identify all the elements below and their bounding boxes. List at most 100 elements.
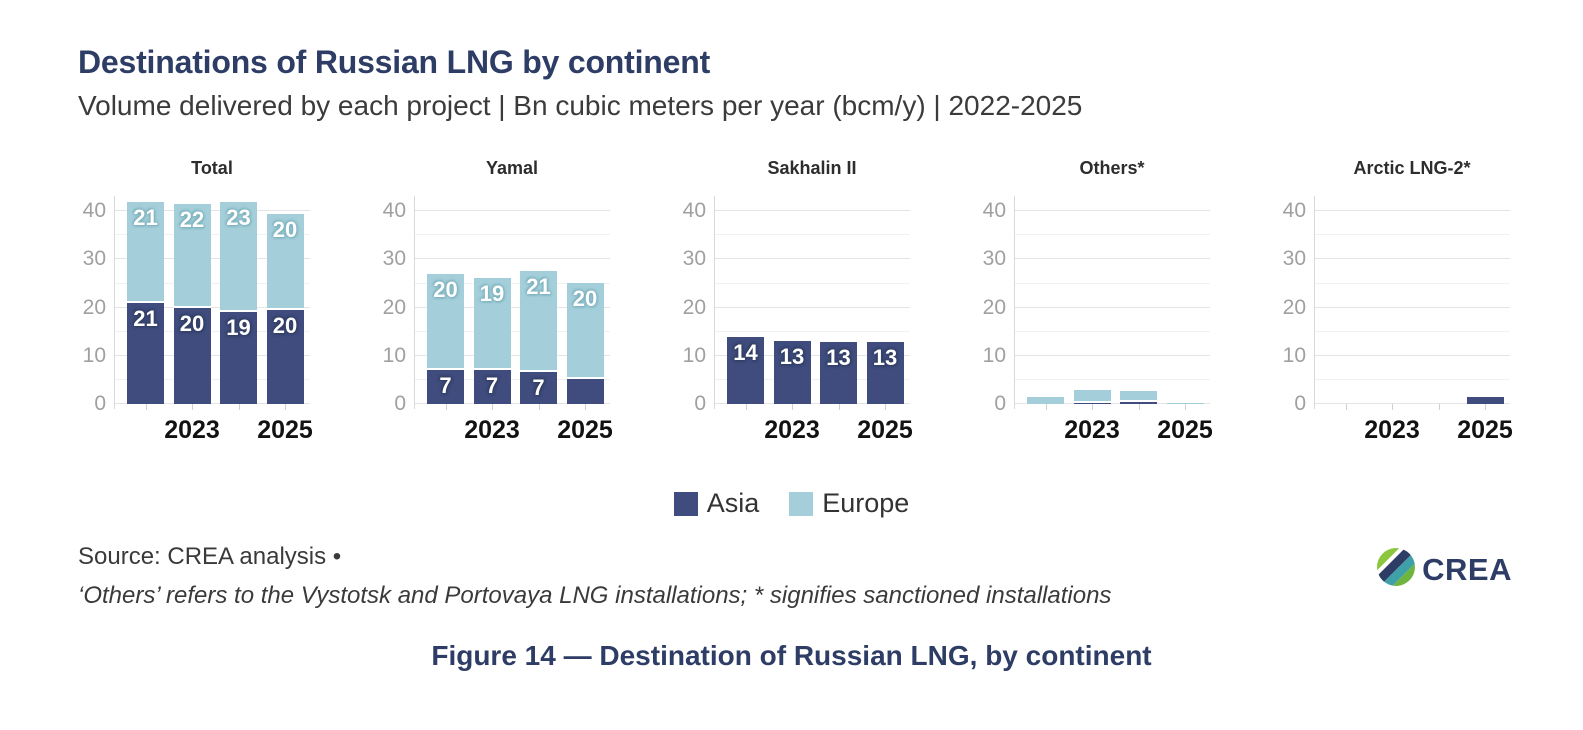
gridline <box>1314 282 1510 284</box>
gridline <box>414 258 610 260</box>
y-tick-label: 10 <box>682 343 706 367</box>
bar-segment-europe: 21 <box>127 201 164 303</box>
bar-value-label: 21 <box>526 274 551 300</box>
gridline <box>114 210 310 212</box>
bar-segment-asia <box>1073 402 1111 404</box>
y-tick-label: 0 <box>994 392 1006 415</box>
footnote-text: ‘Others’ refers to the Vystotsk and Port… <box>78 582 1112 609</box>
bar-value-label: 20 <box>179 310 205 336</box>
x-tick <box>1345 404 1347 410</box>
chart-panel-sakhalin-ii: Sakhalin II 0 10 20 30 40 14 13 2023 13 13 2025 <box>670 158 970 444</box>
bar-segment-asia: 20 <box>266 310 304 404</box>
gridline <box>114 378 310 380</box>
gridline <box>714 330 910 332</box>
gridline <box>1314 354 1510 356</box>
x-tick <box>1185 404 1186 410</box>
x-tick <box>1438 404 1440 410</box>
x-axis-label: 2025 <box>857 416 913 444</box>
gridline <box>1014 306 1210 308</box>
x-tick <box>885 404 886 410</box>
source-text: Source: CREA analysis • <box>78 543 342 570</box>
y-tick-label: 20 <box>382 295 406 319</box>
gridline <box>1314 234 1510 236</box>
bar-segment-asia: 21 <box>127 302 164 404</box>
plot-area: 0 10 20 30 40 21 21 20 22 2023 19 23 20 20 2025 <box>83 192 313 444</box>
gridline <box>414 354 610 356</box>
x-axis-label: 2023 <box>764 416 820 444</box>
bar-segment-europe: 20 <box>427 273 464 371</box>
bar-segment-asia: 13 <box>773 341 811 404</box>
gridline <box>114 354 310 356</box>
y-tick-label: 40 <box>82 199 106 223</box>
x-axis-label: 2025 <box>1457 416 1513 444</box>
bar-segment-europe <box>1073 390 1111 403</box>
page-title: Destinations of Russian LNG by continent <box>78 44 711 80</box>
y-tick-label: 30 <box>982 247 1006 271</box>
bar-value-label: 20 <box>272 313 298 339</box>
x-tick <box>285 404 286 410</box>
bar-value-label: 20 <box>272 216 298 242</box>
panel-title: Sakhalin II <box>767 158 857 178</box>
x-axis-label: 2023 <box>164 416 220 444</box>
panel-title: Yamal <box>485 158 539 178</box>
x-axis-label: 2025 <box>1157 416 1213 444</box>
gridline <box>414 234 610 236</box>
bar-value-label: 19 <box>226 315 251 341</box>
legend-label-asia: Asia <box>706 488 760 518</box>
crea-logo-wordmark: CREA <box>1422 551 1512 587</box>
bar-segment-europe: 20 <box>566 282 604 379</box>
gridline <box>114 282 310 284</box>
plot-area: 0 10 20 30 40 14 13 2023 13 13 2025 <box>683 192 913 444</box>
y-tick-label: 0 <box>694 392 706 415</box>
bar-segment-asia: 7 <box>520 372 557 404</box>
gridline <box>1314 258 1510 260</box>
legend-item-europe: Europe <box>789 488 909 519</box>
gridline <box>114 330 310 332</box>
x-axis-baseline <box>414 403 610 404</box>
gridline <box>1014 210 1210 212</box>
y-tick-label: 20 <box>82 295 106 319</box>
y-tick-label: 20 <box>682 295 706 319</box>
x-axis-baseline <box>1014 403 1210 404</box>
bar-value-label: 20 <box>433 276 458 302</box>
gridline <box>714 354 910 356</box>
gridline <box>414 210 610 212</box>
bar-segment-europe: 23 <box>220 201 257 313</box>
bar-value-label: 7 <box>439 373 452 399</box>
bar-value-label: 13 <box>779 344 805 370</box>
y-tick-label: 30 <box>82 247 106 271</box>
bar-segment-asia: 14 <box>727 336 764 404</box>
gridline <box>414 306 610 308</box>
gridline <box>414 330 610 332</box>
gridline <box>1014 258 1210 260</box>
bar-value-label: 23 <box>226 204 251 230</box>
bar-segment-europe: 22 <box>173 204 211 308</box>
gridline <box>114 306 310 308</box>
panel-title: Others* <box>1079 158 1145 178</box>
gridline <box>1314 330 1510 332</box>
gridline <box>114 234 310 236</box>
plot-area: 0 10 20 30 40 7 20 7 19 2023 7 21 20 2025 <box>383 192 613 444</box>
y-axis-line <box>1014 196 1015 409</box>
bar-segment-europe <box>1027 396 1064 404</box>
crea-logo: CREA <box>1369 540 1512 594</box>
x-axis-label: 2025 <box>257 416 313 444</box>
bar-segment-asia: 13 <box>866 342 904 404</box>
gridline <box>1314 378 1510 380</box>
x-tick <box>1045 404 1047 410</box>
gridline <box>1014 234 1210 236</box>
gridline <box>714 210 910 212</box>
y-tick-label: 10 <box>382 343 406 367</box>
bar-value-label: 14 <box>733 339 758 365</box>
y-tick-label: 40 <box>1282 199 1306 223</box>
bar-segment-asia: 7 <box>473 370 511 404</box>
crea-logo-icon <box>1369 540 1424 594</box>
y-tick-label: 30 <box>382 247 406 271</box>
chart-header: Destinations of Russian LNG by continent… <box>78 44 1082 122</box>
x-axis-label: 2023 <box>1064 416 1120 444</box>
x-tick <box>745 404 747 410</box>
bar-segment-europe <box>1120 390 1157 402</box>
y-tick-label: 0 <box>394 392 406 415</box>
x-tick <box>1485 404 1486 410</box>
bar-value-label: 20 <box>572 285 598 311</box>
